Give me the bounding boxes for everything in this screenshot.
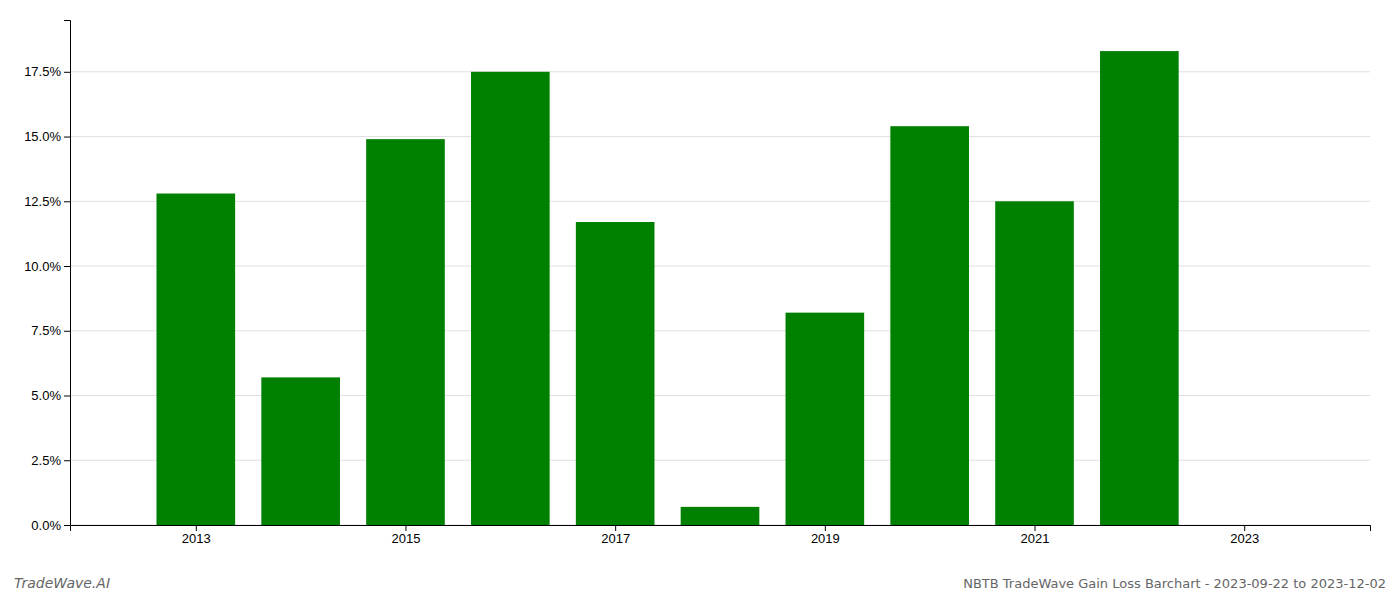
y-tick-mark: [64, 72, 70, 73]
y-tick-label: 12.5%: [24, 194, 61, 209]
y-tick: 0.0%: [31, 518, 70, 533]
y-tick: 7.5%: [31, 323, 70, 338]
y-axis-line: [64, 21, 71, 526]
footer-right: NBTB TradeWave Gain Loss Barchart - 2023…: [963, 576, 1386, 591]
y-tick-label: 10.0%: [24, 259, 61, 274]
bar: [1100, 51, 1179, 525]
bar: [890, 126, 969, 525]
bar: [471, 72, 550, 525]
y-tick-mark: [64, 137, 70, 138]
y-tick-label: 0.0%: [31, 518, 61, 533]
plot-area: 2013 2015 2017 2019 2021 2023 0.0% 2.5% 5.0% 7.5%…: [24, 21, 1370, 547]
x-tick-label: 2015: [392, 531, 421, 546]
x-tick: 2021: [1021, 525, 1050, 546]
y-tick: 5.0%: [31, 388, 70, 403]
y-tick-mark: [64, 331, 70, 332]
bars: [156, 51, 1178, 525]
x-tick: 2019: [811, 525, 840, 546]
x-tick: 2023: [1230, 525, 1259, 546]
y-tick-mark: [64, 266, 70, 267]
y-tick-label: 17.5%: [24, 64, 61, 79]
x-tick-mark: [615, 525, 616, 531]
x-tick-label: 2021: [1021, 531, 1050, 546]
bar: [995, 201, 1074, 525]
y-tick: 17.5%: [24, 64, 70, 79]
y-tick-label: 15.0%: [24, 129, 61, 144]
bar: [261, 377, 340, 525]
x-tick-mark: [1035, 525, 1036, 531]
y-tick: 15.0%: [24, 129, 70, 144]
x-tick-label: 2017: [601, 531, 630, 546]
x-tick-mark: [405, 525, 406, 531]
x-tick-mark: [1244, 525, 1245, 531]
bar: [681, 507, 760, 525]
x-tick: 2015: [392, 525, 421, 546]
y-tick-mark: [64, 460, 70, 461]
x-tick-label: 2023: [1230, 531, 1259, 546]
x-tick-label: 2019: [811, 531, 840, 546]
y-tick-label: 7.5%: [31, 323, 61, 338]
bar: [786, 313, 865, 525]
x-tick: 2013: [182, 525, 211, 546]
x-tick-mark: [825, 525, 826, 531]
chart: 2013 2015 2017 2019 2021 2023 0.0% 2.5% 5.0% 7.5%…: [0, 0, 1400, 600]
x-tick-label: 2013: [182, 531, 211, 546]
y-tick: 2.5%: [31, 453, 70, 468]
y-tick: 10.0%: [24, 259, 70, 274]
bar: [366, 139, 445, 525]
y-tick-mark: [64, 396, 70, 397]
y-axis: 0.0% 2.5% 5.0% 7.5% 10.0% 12.5% 15.0% 17.5%: [24, 21, 70, 533]
x-tick-mark: [196, 525, 197, 531]
y-tick: 12.5%: [24, 194, 70, 209]
y-tick-label: 5.0%: [31, 388, 61, 403]
x-axis-line: [71, 526, 1371, 532]
y-tick-mark: [64, 525, 70, 526]
bar: [576, 222, 655, 525]
y-tick-mark: [64, 201, 70, 202]
y-tick-label: 2.5%: [31, 453, 61, 468]
x-axis: 2013 2015 2017 2019 2021 2023: [71, 525, 1371, 546]
x-tick: 2017: [601, 525, 630, 546]
bar: [156, 194, 235, 525]
footer-left: TradeWave.AI: [14, 575, 110, 591]
